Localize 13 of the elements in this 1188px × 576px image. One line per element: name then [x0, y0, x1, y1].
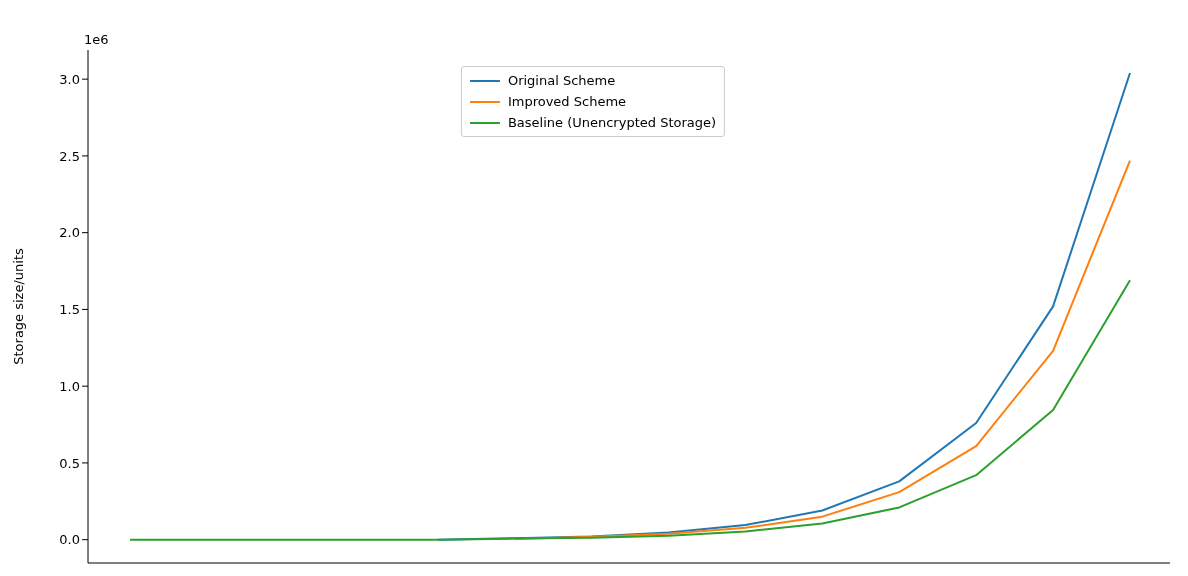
y-tick-label: 1.5: [59, 302, 80, 318]
y-axis-title: Storage size/units: [10, 248, 26, 365]
line-series: [129, 279, 1131, 541]
legend-label: Improved Scheme: [507, 94, 627, 109]
text: 1e6: [84, 32, 109, 47]
legend-label: Original Scheme: [507, 73, 616, 88]
y-tick-label: 2.5: [59, 148, 80, 164]
legend-label: Baseline (Unencrypted Storage): [507, 115, 717, 130]
y-tick-label: 3.0: [59, 71, 80, 87]
y-tick-label: 2.0: [59, 225, 80, 241]
y-tick-label: 1.0: [59, 378, 80, 394]
y-tick-label: 0.5: [59, 455, 80, 471]
y-tick-label: 0.0: [59, 532, 80, 548]
